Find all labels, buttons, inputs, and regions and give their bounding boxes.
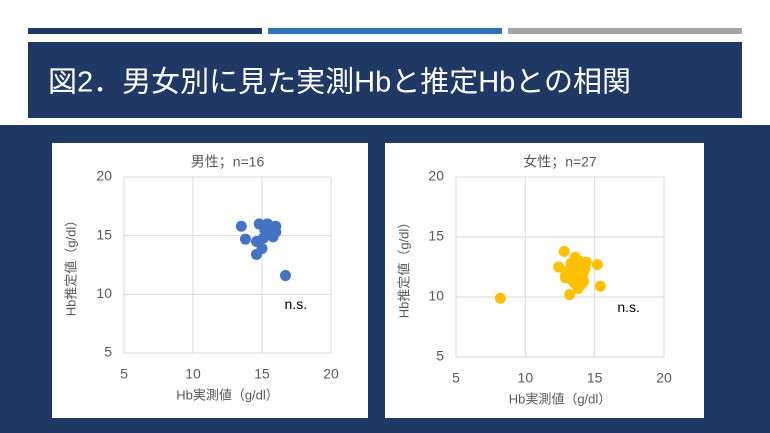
scatter-point bbox=[262, 228, 274, 240]
x-tick-label: 20 bbox=[656, 370, 672, 386]
chart-panel bbox=[385, 143, 704, 418]
scatter-point bbox=[594, 280, 606, 292]
x-tick-label: 20 bbox=[323, 366, 339, 382]
y-tick-label: 15 bbox=[428, 228, 444, 244]
scatter-point bbox=[560, 272, 572, 284]
y-tick-label: 20 bbox=[428, 168, 444, 184]
x-tick-label: 5 bbox=[120, 366, 128, 382]
y-tick-label: 5 bbox=[436, 348, 444, 364]
scatter-point bbox=[571, 265, 583, 277]
scatter-point bbox=[494, 292, 506, 304]
accent-bar bbox=[508, 28, 742, 34]
x-tick-label: 15 bbox=[587, 370, 603, 386]
y-axis-title: Hb推定値（g/dl） bbox=[396, 216, 411, 319]
chart-title: 男性；n=16 bbox=[191, 154, 265, 171]
scatter-point bbox=[553, 261, 565, 273]
x-axis-title: Hb実測値（g/dl） bbox=[509, 391, 612, 406]
y-tick-label: 10 bbox=[96, 285, 112, 301]
x-tick-label: 10 bbox=[185, 366, 201, 382]
scatter-point bbox=[279, 270, 291, 282]
scatter-point bbox=[564, 289, 576, 301]
scatter-point bbox=[235, 220, 247, 232]
scatter-point bbox=[239, 233, 251, 245]
scatter-point bbox=[558, 245, 570, 257]
scatter-point bbox=[250, 248, 262, 260]
y-tick-label: 20 bbox=[96, 168, 112, 184]
y-tick-label: 15 bbox=[96, 226, 112, 242]
x-tick-label: 15 bbox=[254, 366, 270, 382]
chart-title: 女性；n=27 bbox=[523, 154, 597, 171]
scatter-point bbox=[575, 279, 587, 291]
scatter-point bbox=[591, 259, 603, 271]
x-tick-label: 5 bbox=[452, 370, 460, 386]
scatter-point bbox=[578, 257, 590, 269]
title-box bbox=[28, 42, 742, 118]
slide-title: 図2．男女別に見た実測Hbと推定Hbとの相関 bbox=[48, 66, 631, 99]
x-tick-label: 10 bbox=[518, 370, 534, 386]
annotation: n.s. bbox=[285, 296, 308, 312]
chart-panel bbox=[52, 143, 368, 418]
y-axis-title: Hb推定値（g/dl） bbox=[63, 214, 78, 317]
x-axis-title: Hb実測値（g/dl） bbox=[176, 387, 279, 402]
y-tick-label: 5 bbox=[104, 344, 112, 360]
accent-bar bbox=[28, 28, 262, 34]
annotation: n.s. bbox=[617, 299, 640, 315]
accent-bar bbox=[268, 28, 502, 34]
y-tick-label: 10 bbox=[428, 288, 444, 304]
